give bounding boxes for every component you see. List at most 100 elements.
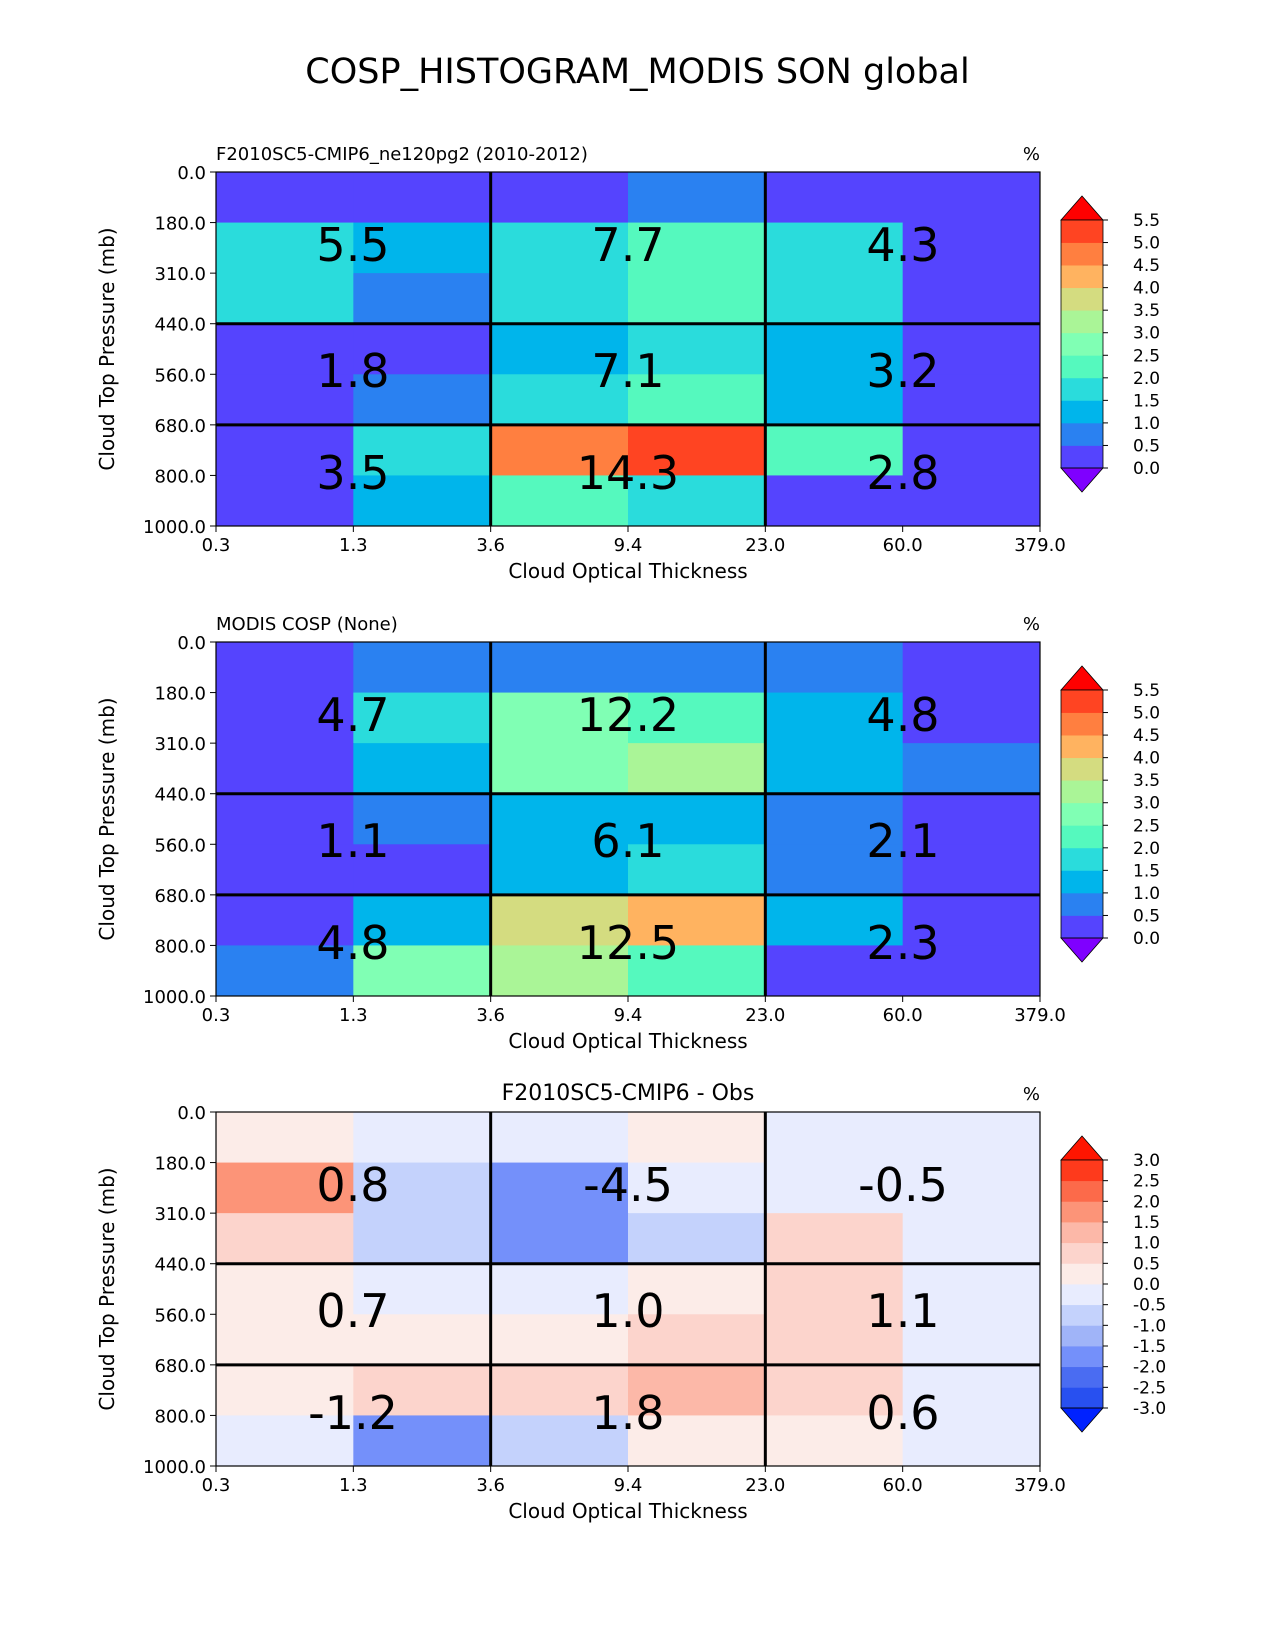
heatmap-cell <box>490 475 629 527</box>
heatmap-cell <box>765 374 904 426</box>
block-total-label: 1.8 <box>316 344 389 398</box>
heatmap-cell <box>628 844 766 896</box>
heatmap-cell <box>216 1415 354 1467</box>
heatmap-cell <box>902 273 1041 325</box>
colorbar-tick-label: -1.0 <box>1133 1316 1166 1336</box>
colorbar-swatch <box>1061 892 1103 916</box>
heatmap-cell <box>765 1263 904 1315</box>
colorbar-tick-label: -2.0 <box>1133 1358 1166 1378</box>
x-tick-label: 1.3 <box>339 535 368 556</box>
y-tick-label: 0.0 <box>177 163 206 184</box>
x-tick-label: 0.3 <box>202 1475 231 1496</box>
colorbar-tick-label: 3.0 <box>1133 1151 1160 1171</box>
page-title: COSP_HISTOGRAM_MODIS SON global <box>305 52 970 92</box>
heatmap-cell <box>628 172 766 224</box>
y-tick-label: 800.0 <box>154 936 206 957</box>
heatmap-cell <box>765 475 904 527</box>
heatmap-cell <box>765 793 904 845</box>
heatmap-cell <box>353 642 492 694</box>
heatmap-cell <box>765 1162 904 1214</box>
heatmap-cell <box>353 1415 492 1467</box>
heatmap-cell <box>216 692 354 744</box>
colorbar-swatch <box>1061 1201 1103 1223</box>
heatmap-cell <box>490 844 629 896</box>
colorbar: -3.0-2.5-2.0-1.5-1.0-0.50.00.51.01.52.02… <box>1060 1135 1166 1433</box>
heatmap-cell <box>765 424 904 476</box>
heatmap-cell <box>353 1263 492 1315</box>
colorbar-tick-label: 0.0 <box>1133 1275 1160 1295</box>
heatmap-cell <box>765 1213 904 1265</box>
heatmap-cell <box>490 1364 629 1416</box>
x-tick-label: 0.3 <box>202 535 231 556</box>
colorbar-tick-label: 3.5 <box>1133 301 1160 321</box>
y-tick-label: 0.0 <box>177 1103 206 1124</box>
heatmap-cell <box>765 743 904 795</box>
block-total-label: 0.8 <box>316 1158 389 1212</box>
block-total-label: 12.5 <box>577 916 679 970</box>
heatmap-cell <box>353 424 492 476</box>
heatmap-cell <box>628 945 766 997</box>
colorbar-swatch <box>1061 1366 1103 1388</box>
block-total-label: 0.6 <box>866 1386 939 1440</box>
block-total-label: -1.2 <box>308 1386 398 1440</box>
colorbar-tick-label: 3.0 <box>1133 324 1160 344</box>
colorbar-tick-label: 0.0 <box>1133 929 1160 949</box>
colorbar-tick-label: 2.0 <box>1133 369 1160 389</box>
colorbar-swatch <box>1061 690 1103 713</box>
y-axis-label: Cloud Top Pressure (mb) <box>95 697 119 940</box>
heatmap-cell <box>902 424 1041 476</box>
colorbar-swatch <box>1061 242 1103 266</box>
heatmap-cell <box>490 424 629 476</box>
x-tick-label: 60.0 <box>883 1005 923 1026</box>
heatmap-cell <box>216 323 354 375</box>
heatmap-cell <box>490 894 629 946</box>
block-total-label: -4.5 <box>583 1158 673 1212</box>
colorbar-swatch <box>1061 1325 1103 1347</box>
block-total-label: 3.2 <box>866 344 939 398</box>
x-tick-label: 3.6 <box>476 1005 505 1026</box>
heatmap-cell <box>216 1112 354 1164</box>
y-tick-label: 680.0 <box>154 416 206 437</box>
heatmap-cell <box>216 1314 354 1366</box>
colorbar-frame <box>1060 219 1104 469</box>
y-axis-label: Cloud Top Pressure (mb) <box>95 1167 119 1410</box>
x-tick-label: 9.4 <box>614 535 643 556</box>
colorbar-tick-label: -2.5 <box>1133 1378 1166 1398</box>
colorbar-swatch <box>1061 712 1103 736</box>
y-tick-label: 560.0 <box>154 365 206 386</box>
heatmap-cell <box>765 945 904 997</box>
colorbar-tick-label: 1.5 <box>1133 861 1160 881</box>
heatmap-cell <box>765 222 904 274</box>
heatmap-cell <box>765 1314 904 1366</box>
unit-label: % <box>1023 1084 1040 1105</box>
y-tick-label: 680.0 <box>154 1356 206 1377</box>
heatmap-cell <box>216 1162 354 1214</box>
block-total-label: 4.7 <box>316 688 389 742</box>
x-tick-label: 379.0 <box>1014 1475 1066 1496</box>
y-tick-label: 800.0 <box>154 1406 206 1427</box>
heatmap-cell <box>902 374 1041 426</box>
heatmap-cell <box>216 222 354 274</box>
colorbar-swatch <box>1061 780 1103 804</box>
heatmap-cell <box>490 374 629 426</box>
colorbar-swatch <box>1061 1387 1103 1409</box>
heatmap-cell <box>216 424 354 476</box>
y-tick-label: 310.0 <box>154 264 206 285</box>
x-tick-label: 9.4 <box>614 1005 643 1026</box>
heatmap-cell <box>490 1314 629 1366</box>
x-tick-label: 23.0 <box>745 1005 785 1026</box>
block-total-label: 4.8 <box>866 688 939 742</box>
heatmap-cell <box>216 1213 354 1265</box>
heatmap-cell <box>490 222 629 274</box>
colorbar-tick-label: 0.5 <box>1133 906 1160 926</box>
heatmap-cell <box>628 1415 766 1467</box>
heatmap-cell <box>216 844 354 896</box>
heatmap-cell <box>902 1364 1041 1416</box>
heatmap-cell <box>628 1213 766 1265</box>
heatmap-cell <box>353 222 492 274</box>
x-tick-label: 379.0 <box>1014 1005 1066 1026</box>
heatmap-cell <box>353 692 492 744</box>
block-total-label: 1.8 <box>591 1386 664 1440</box>
colorbar-swatch <box>1061 1346 1103 1368</box>
